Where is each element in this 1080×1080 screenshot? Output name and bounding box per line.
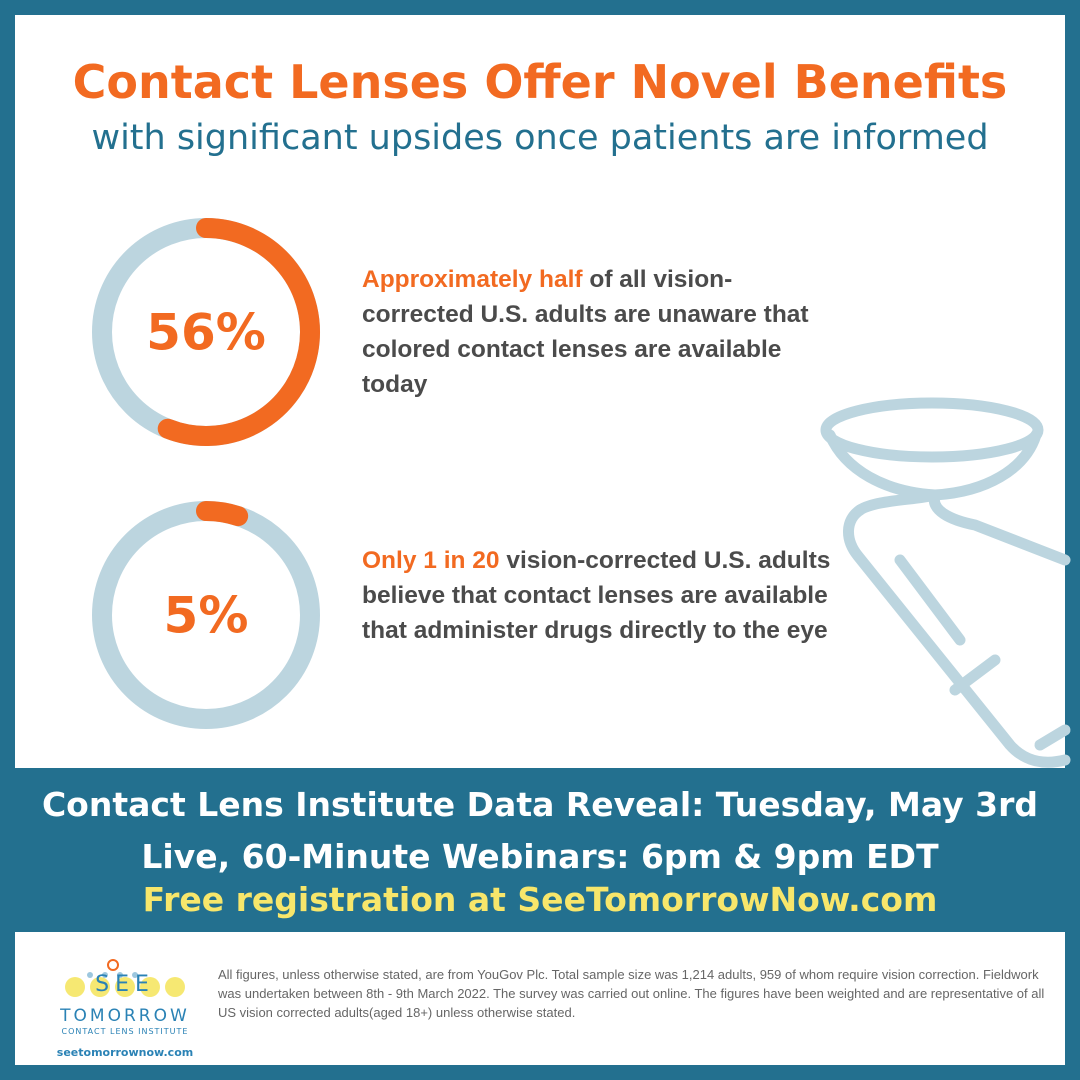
donut-label: 56% bbox=[146, 304, 266, 362]
highlight: Only 1 in 20 bbox=[362, 547, 500, 574]
donut-label: 5% bbox=[164, 587, 249, 645]
panel bbox=[15, 15, 1065, 768]
logo-tagline: CONTACT LENS INSTITUTE bbox=[61, 1027, 189, 1036]
banner-line: Contact Lens Institute Data Reveal: Tues… bbox=[41, 785, 1039, 824]
stat-body: vision-corrected U.S. adults believe tha… bbox=[362, 547, 831, 644]
logo-word: TOMORROW bbox=[60, 1006, 190, 1026]
highlight: Approximately half bbox=[362, 266, 583, 293]
footnote: All figures, unless otherwise stated, ar… bbox=[218, 967, 1045, 1020]
subtitle: with significant upsides once patients a… bbox=[91, 118, 989, 158]
donut-arc bbox=[157, 218, 320, 446]
stat-text: Approximately half of all vision-correct… bbox=[362, 262, 842, 402]
banner-line: Live, 60-Minute Webinars: 6pm & 9pm EDT bbox=[141, 837, 939, 876]
footer-panel bbox=[15, 932, 1065, 1065]
logo-word: SEE bbox=[95, 972, 155, 997]
logo-url: seetomorrownow.com bbox=[56, 1046, 194, 1059]
stat-body: of all vision-corrected U.S. adults are … bbox=[362, 266, 809, 398]
banner-line: Free registration at SeeTomorrowNow.com bbox=[142, 880, 938, 919]
title: Contact Lenses Offer Novel Benefits bbox=[72, 55, 1008, 109]
logo-mark bbox=[65, 959, 185, 997]
donut-arc bbox=[196, 501, 249, 527]
lens-illustration bbox=[820, 397, 1071, 768]
stat-text: Only 1 in 20 vision-corrected U.S. adult… bbox=[362, 543, 842, 648]
